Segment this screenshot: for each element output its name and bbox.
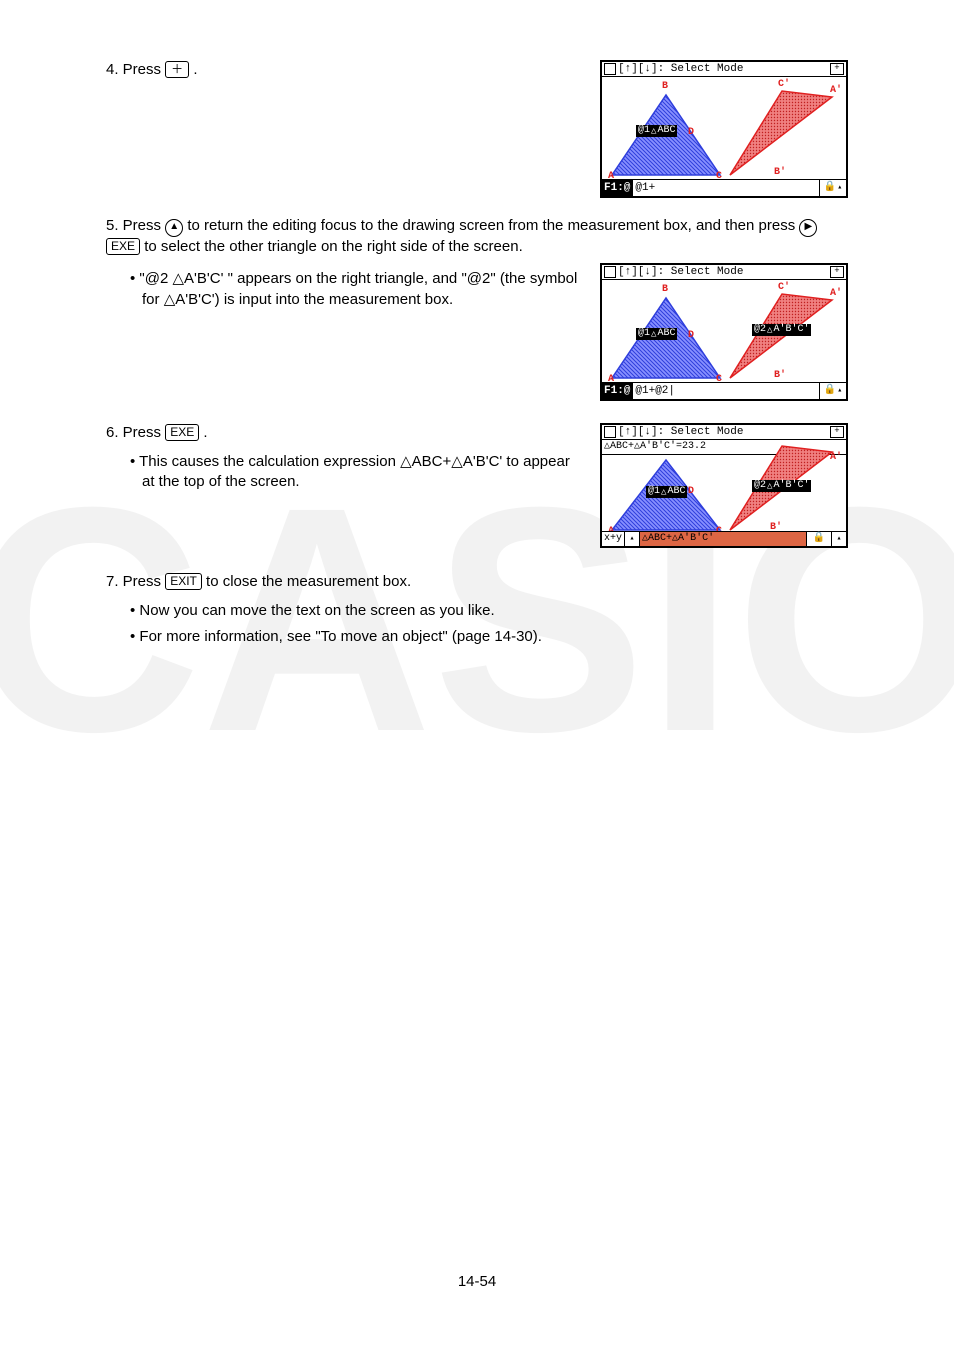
step-7: 7. Press EXIT to close the measurement b… bbox=[106, 572, 848, 647]
pt-B: B bbox=[662, 81, 668, 93]
step7-bullet1: • Now you can move the text on the scree… bbox=[130, 601, 848, 621]
step5-line1: 5. Press ▲ to return the editing focus t… bbox=[106, 216, 848, 257]
step-4: 4. Press ＋ . [↑][↓]: Select Mode + bbox=[106, 60, 848, 198]
cs3-expr: △ABC+△A'B'C' bbox=[640, 532, 807, 546]
step7-line: 7. Press EXIT to close the measurement b… bbox=[106, 572, 848, 592]
tag-at2: @2△A'B'C' bbox=[752, 324, 811, 336]
cs1-top-text: [↑][↓]: Select Mode bbox=[618, 63, 743, 75]
pt-Cp: C' bbox=[778, 79, 790, 91]
calculator-screen-2: [↑][↓]: Select Mode + A B C D A' C' B' bbox=[600, 263, 848, 401]
tag-at1: @1△ABC bbox=[636, 125, 677, 137]
step-6: 6. Press EXE . • This causes the calcula… bbox=[106, 423, 848, 548]
cs1-body: A B C D A' C' B' @1△ABC bbox=[602, 77, 846, 179]
pt-Bp: B' bbox=[774, 167, 786, 179]
exe-key: EXE bbox=[106, 238, 140, 255]
step5-bullet: • "@2 △A'B'C' " appears on the right tri… bbox=[106, 263, 600, 310]
pt-C: C bbox=[716, 171, 722, 179]
exit-key: EXIT bbox=[165, 573, 202, 590]
zoom-icon: + bbox=[830, 426, 844, 438]
calculator-screen-1: [↑][↓]: Select Mode + bbox=[600, 60, 848, 198]
step-5: 5. Press ▲ to return the editing focus t… bbox=[106, 216, 848, 401]
page-number: 14-54 bbox=[0, 1273, 954, 1290]
pin-icon bbox=[604, 63, 616, 75]
zoom-icon: + bbox=[830, 63, 844, 75]
exe-key: EXE bbox=[165, 424, 199, 441]
cs2-body: A B C D A' C' B' @1△ABC @2△A'B'C' bbox=[602, 280, 846, 382]
tag-at1: @1△ABC bbox=[636, 328, 677, 340]
pt-Ap: A' bbox=[830, 85, 842, 97]
up-arrow-icon: ▴ bbox=[625, 532, 640, 546]
step-4-text: 4. Press ＋ . bbox=[106, 60, 600, 80]
zoom-icon: + bbox=[830, 266, 844, 278]
tag-at1: @1△ABC bbox=[646, 486, 687, 498]
lock-icon: 🔒▴ bbox=[820, 180, 846, 196]
cs1-measure: @1+ bbox=[633, 180, 820, 196]
calculator-screen-3: [↑][↓]: Select Mode + △ABC+△A'B'C'=23.2 … bbox=[600, 423, 848, 548]
tag-at2: @2△A'B'C' bbox=[752, 480, 811, 492]
cs1-bl: F1:@ bbox=[602, 180, 633, 196]
cs3-body: △ABC+△A'B'C'=23.2 A C D A' B' @1△ABC @2△… bbox=[602, 440, 846, 546]
cs3-exprbar: x+y ▴ △ABC+△A'B'C' 🔒 ▴ bbox=[602, 531, 846, 546]
up-key: ▲ bbox=[165, 219, 183, 237]
step7-bullet2: • For more information, see "To move an … bbox=[130, 627, 848, 647]
right-key: ▶ bbox=[799, 219, 817, 237]
cs2-bottom: F1:@ @1+@2| 🔒▴ bbox=[602, 382, 846, 399]
cs2-topbar: [↑][↓]: Select Mode + bbox=[602, 265, 846, 280]
step4-prefix: 4. Press bbox=[106, 61, 165, 78]
cs1-bottom: F1:@ @1+ 🔒▴ bbox=[602, 179, 846, 196]
plus-key: ＋ bbox=[165, 61, 189, 78]
cs3-topbar: [↑][↓]: Select Mode + bbox=[602, 425, 846, 440]
pin-icon bbox=[604, 266, 616, 278]
pin-icon bbox=[604, 426, 616, 438]
cs1-topbar: [↑][↓]: Select Mode + bbox=[602, 62, 846, 77]
pt-A: A bbox=[608, 171, 614, 179]
step6-text: 6. Press EXE . • This causes the calcula… bbox=[106, 423, 600, 492]
red-triangle bbox=[730, 91, 832, 175]
page-content: 4. Press ＋ . [↑][↓]: Select Mode + bbox=[0, 0, 954, 647]
step4-suffix: . bbox=[193, 61, 197, 78]
pt-D: D bbox=[688, 127, 694, 139]
